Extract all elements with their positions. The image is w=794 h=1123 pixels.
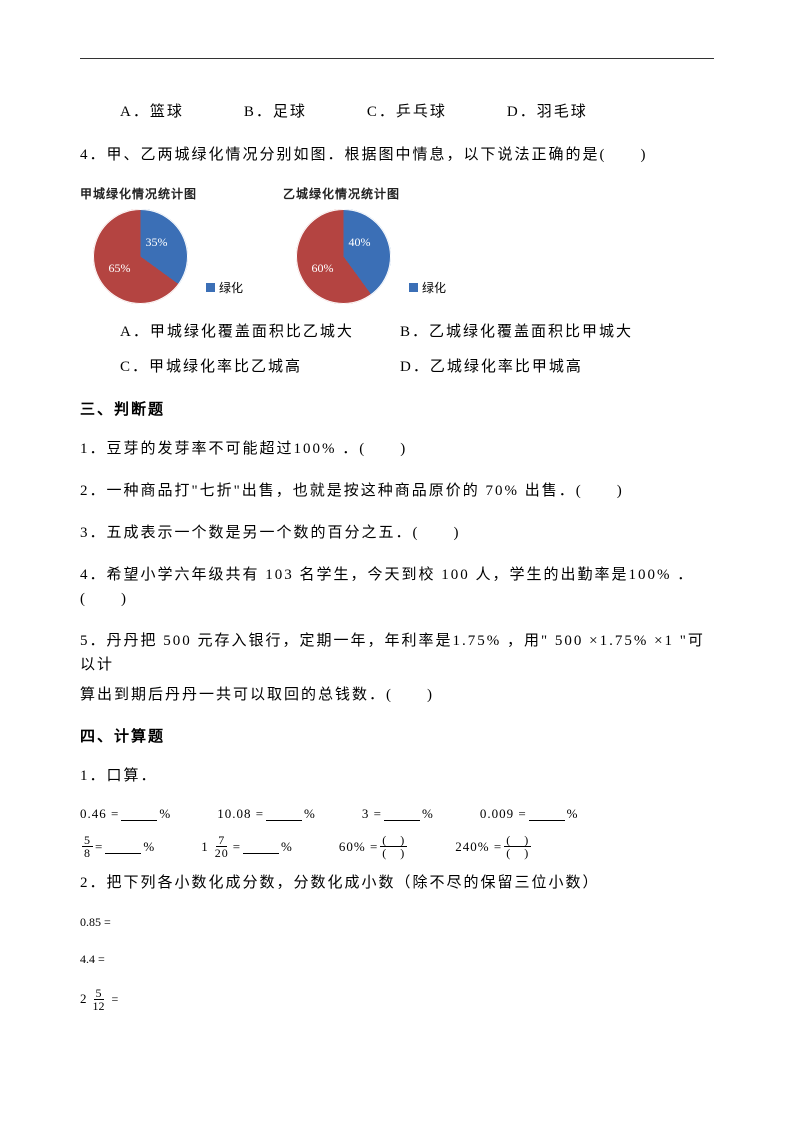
mixed-1-7-20: 1 7 20 [201,834,233,859]
q4-option-d: D．乙城绿化率比甲城高 [400,355,660,376]
pfrac-bot[interactable]: ( ) [380,847,407,859]
calc-label: 10.08 = [217,806,264,822]
frac-den: 8 [82,847,93,859]
s3-q2: 2．一种商品打"七折"出售，也就是按这种商品原价的 70% 出售．( ) [80,479,714,503]
calc-label: 60% = [339,839,378,855]
calc-label: 240% = [455,839,502,855]
s3-q2-text: 2．一种商品打"七折"出售，也就是按这种商品原价的 70% 出售．( ) [80,483,624,499]
legend-square-icon [206,283,215,292]
s3-q5b-text: 算出到期后丹丹一共可以取回的总钱数．( ) [80,687,434,703]
option-b: B．足球 [244,100,307,121]
pie-yi: 40% 60% [283,206,403,306]
calc-240pct: 240% = ( ) ( ) [455,834,533,859]
fraction-5-8: 5 8 [82,834,93,859]
s4-sub2: 2．把下列各小数化成分数，分数化成小数（除不尽的保留三位小数） [80,871,714,895]
pct-sign: % [143,839,155,855]
s3-q3: 3．五成表示一个数是另一个数的百分之五．( ) [80,521,714,545]
pie-yi-other-label: 60% [312,261,334,276]
conv-0.85: 0.85 = [80,913,714,932]
pie-jia: 35% 65% [80,206,200,306]
q4-option-c: C．甲城绿化率比乙城高 [120,355,380,376]
blank-field[interactable] [105,840,141,854]
mixed-2-5-12: 2 5 12 [80,987,109,1012]
s4-sub1: 1．口算． [80,764,714,788]
conv-2-5-12: 2 5 12 = [80,987,714,1012]
s3-q5a: 5．丹丹把 500 元存入银行，定期一年，年利率是1.75% ，用" 500 ×… [80,629,714,677]
option-d: D．羽毛球 [507,100,588,121]
pie-jia-other-label: 65% [109,261,131,276]
legend-yi: 绿化 [409,279,446,296]
blank-field[interactable] [529,807,565,821]
calc-1-7-20: 1 7 20 = % [201,834,293,859]
pct-sign: % [159,806,171,822]
pct-sign: % [281,839,293,855]
pie-yi-disc: 40% 60% [296,209,391,304]
q4-options: A．甲城绿化覆盖面积比乙城大 B．乙城绿化覆盖面积比甲城大 C．甲城绿化率比乙城… [80,320,714,376]
calc-label: 0.009 = [480,806,527,822]
pfrac-bot[interactable]: ( ) [504,847,531,859]
mixed-whole: 2 [80,989,87,1010]
mixed-whole: 1 [201,839,209,855]
q4-option-b: B．乙城绿化覆盖面积比甲城大 [400,320,660,341]
blank-field[interactable] [266,807,302,821]
eq-sign: = [233,839,241,855]
legend-text: 绿化 [422,279,446,296]
frac-den: 20 [213,847,231,859]
q4-option-a: A．甲城绿化覆盖面积比乙城大 [120,320,380,341]
pct-sign: % [304,806,316,822]
fraction-7-20: 7 20 [213,834,231,859]
q4-stem: 4．甲、乙两城绿化情况分别如图．根据图中情息，以下说法正确的是( ) [80,143,714,167]
calc-3: 3 = % [362,806,434,822]
chart-jia-title: 甲城绿化情况统计图 [80,185,197,202]
calc-label: 0.46 = [80,806,119,822]
conv-4.4: 4.4 = [80,950,714,969]
chart-jia: 甲城绿化情况统计图 35% 65% 绿化 [80,185,243,306]
option-a: A．篮球 [120,100,184,121]
prev-question-options: A．篮球 B．足球 C．乒乓球 D．羽毛球 [80,100,714,121]
legend-square-icon [409,283,418,292]
paren-fraction: ( ) ( ) [380,834,407,859]
s3-q5b: 算出到期后丹丹一共可以取回的总钱数．( ) [80,683,714,707]
calc-row-2: 5 8 = % 1 7 20 = % 60% = ( ) ( ) [80,834,714,859]
calc-row-1: 0.46 = % 10.08 = % 3 = % 0.009 = % [80,806,714,822]
chart-yi: 乙城绿化情况统计图 40% 60% 绿化 [283,185,446,306]
frac-den: 12 [91,1000,107,1012]
s3-q4-text: 4．希望小学六年级共有 103 名学生，今天到校 100 人，学生的出勤率是10… [80,567,694,607]
calc-5-8: 5 8 = % [80,834,155,859]
s3-q5a-text: 5．丹丹把 500 元存入银行，定期一年，年利率是1.75% ，用" 500 ×… [80,633,705,673]
option-c: C．乒乓球 [367,100,447,121]
calc-0.009: 0.009 = % [480,806,579,822]
blank-field[interactable] [121,807,157,821]
pct-sign: % [422,806,434,822]
eq-sign: = [112,992,119,1006]
pct-sign: % [567,806,579,822]
q4-charts: 甲城绿化情况统计图 35% 65% 绿化 乙城绿化情况统计图 [80,185,714,306]
pie-jia-green-label: 35% [146,235,168,250]
chart-yi-title: 乙城绿化情况统计图 [283,185,400,202]
s3-q1: 1．豆芽的发芽率不可能超过100% ．( ) [80,437,714,461]
pie-yi-green-label: 40% [349,235,371,250]
blank-field[interactable] [243,840,279,854]
s3-q1-text: 1．豆芽的发芽率不可能超过100% ．( ) [80,441,407,457]
legend-jia: 绿化 [206,279,243,296]
calc-label: 3 = [362,806,382,822]
pie-jia-disc: 35% 65% [93,209,188,304]
s3-q3-text: 3．五成表示一个数是另一个数的百分之五．( ) [80,525,461,541]
legend-text: 绿化 [219,279,243,296]
section4-heading: 四、计算题 [80,725,714,746]
calc-10.08: 10.08 = % [217,806,316,822]
eq-sign: = [95,839,103,855]
calc-60pct: 60% = ( ) ( ) [339,834,409,859]
paren-fraction: ( ) ( ) [504,834,531,859]
section3-heading: 三、判断题 [80,398,714,419]
s3-q4: 4．希望小学六年级共有 103 名学生，今天到校 100 人，学生的出勤率是10… [80,563,714,611]
fraction-5-12: 5 12 [91,987,107,1012]
calc-0.46: 0.46 = % [80,806,171,822]
blank-field[interactable] [384,807,420,821]
